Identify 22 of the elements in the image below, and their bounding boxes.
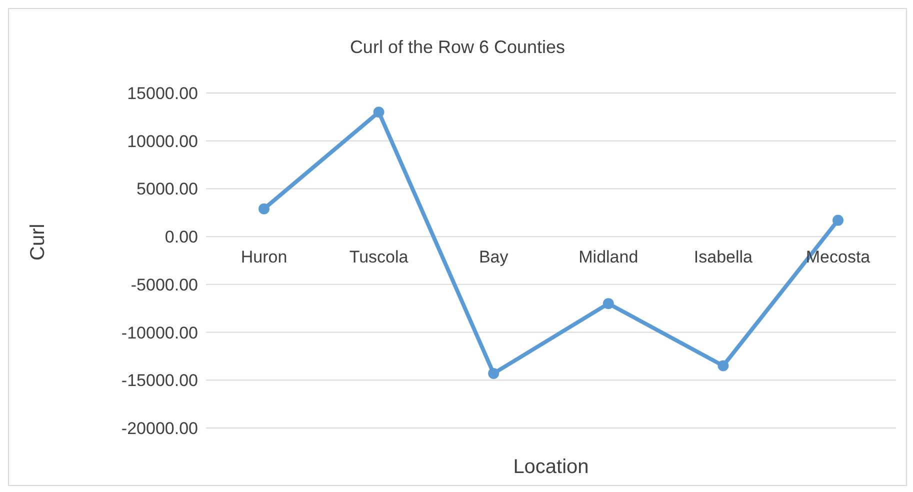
point [602,298,614,310]
x-axis-title: Location [513,456,589,478]
y-axis-title: Curl [27,224,50,260]
y-tick-label: -20000.00 [121,419,198,438]
point [488,368,500,379]
point [718,360,729,372]
x-tick-label: Tuscola [349,248,409,267]
point [832,214,844,226]
y-tick-label: 5000.00 [136,180,198,199]
y-tick-label: 15000.00 [127,84,198,104]
y-tick-label: -10000.00 [121,323,198,342]
y-tick-label: -5000.00 [130,275,198,294]
x-tick-label: Bay [478,248,509,267]
x-tick-label: Isabella [694,248,754,267]
point [373,106,384,118]
y-tick-label: 0.00 [164,228,198,247]
x-tick-label: Midland [578,248,638,267]
y-tick-label: -15000.00 [121,371,198,390]
x-tick-label: Huron [240,248,288,267]
point [258,203,270,214]
y-tick-label: 10000.00 [127,132,198,151]
chart-title: Curl of the Row 6 Counties [348,37,566,58]
